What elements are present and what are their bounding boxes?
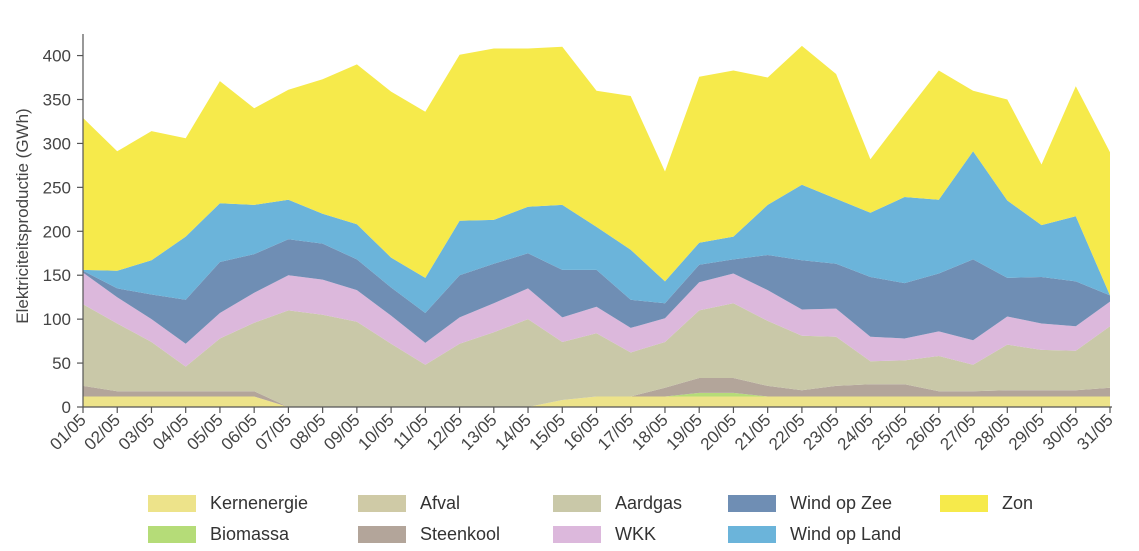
x-tick-label: 08/05 xyxy=(286,410,330,454)
x-tick-label: 15/05 xyxy=(526,410,570,454)
x-tick-label: 18/05 xyxy=(628,410,672,454)
x-tick-label: 09/05 xyxy=(320,410,364,454)
y-tick-label: 150 xyxy=(43,266,71,285)
y-tick-label: 100 xyxy=(43,310,71,329)
area-layers xyxy=(83,45,1110,407)
legend-label: Steenkool xyxy=(420,523,501,544)
area-steenkool xyxy=(83,378,1110,407)
legend-item-biomassa: Biomassa xyxy=(148,519,289,549)
x-tick-label: 04/05 xyxy=(149,410,193,454)
x-tick-label: 19/05 xyxy=(663,410,707,454)
legend-swatch xyxy=(940,494,988,512)
legend-swatch xyxy=(148,525,196,543)
legend-label: Wind op Land xyxy=(790,523,902,544)
x-tick-label: 02/05 xyxy=(81,410,125,454)
x-tick-label: 26/05 xyxy=(902,410,946,454)
legend-item-afval: Afval xyxy=(358,488,460,518)
y-tick-label: 300 xyxy=(43,134,71,153)
legend-label: Aardgas xyxy=(615,492,683,513)
y-tick-label: 50 xyxy=(52,354,71,373)
legend-label: WKK xyxy=(615,523,657,544)
x-tick-label: 27/05 xyxy=(936,410,980,454)
legend-label: Wind op Zee xyxy=(790,492,893,513)
legend-swatch xyxy=(148,494,196,512)
legend-item-wkk: WKK xyxy=(553,519,656,549)
legend-swatch xyxy=(358,494,406,512)
x-tick-label: 03/05 xyxy=(115,410,159,454)
legend-swatch xyxy=(358,525,406,543)
legend-item-steenkool: Steenkool xyxy=(358,519,500,549)
area-wind-op-land xyxy=(83,151,1110,313)
legend-item-zon: Zon xyxy=(940,488,1033,518)
x-tick-label: 12/05 xyxy=(423,410,467,454)
stacked-area-chart: 0 50 100 150 200 250 300 350 400 01/0502/0503/05… xyxy=(13,34,1117,454)
x-tick-label: 17/05 xyxy=(594,410,638,454)
area-wkk xyxy=(83,272,1110,367)
legend-swatch xyxy=(728,494,776,512)
x-tick-label: 14/05 xyxy=(491,410,535,454)
y-tick-label: 350 xyxy=(43,91,71,110)
y-tick-label: 250 xyxy=(43,178,71,197)
x-tick-label: 16/05 xyxy=(560,410,604,454)
area-zon xyxy=(83,45,1110,296)
x-tick-label: 28/05 xyxy=(971,410,1015,454)
legend-swatch xyxy=(728,525,776,543)
legend-item-wind-op-land: Wind op Land xyxy=(728,519,901,549)
area-wind-op-zee xyxy=(83,239,1110,344)
y-axis-ticks: 0 50 100 150 200 250 300 350 400 xyxy=(43,47,83,417)
x-tick-label: 29/05 xyxy=(1005,410,1049,454)
legend-item-wind-op-zee: Wind op Zee xyxy=(728,488,892,518)
x-tick-label: 11/05 xyxy=(390,410,433,453)
y-tick-label: 400 xyxy=(43,47,71,66)
x-tick-label: 23/05 xyxy=(799,410,843,454)
area-aardgas xyxy=(83,303,1110,407)
x-tick-label: 06/05 xyxy=(217,410,261,454)
legend-label: Zon xyxy=(1002,492,1034,513)
legend-label: Kernenergie xyxy=(210,492,309,513)
x-tick-label: 24/05 xyxy=(834,410,878,454)
y-tick-label: 200 xyxy=(43,222,71,241)
legend-label: Afval xyxy=(420,492,461,513)
y-tick-label: 0 xyxy=(62,398,71,417)
x-tick-label: 31/05 xyxy=(1073,410,1117,454)
legend-item-aardgas: Aardgas xyxy=(553,488,682,518)
x-tick-label: 21/05 xyxy=(731,410,775,454)
x-tick-label: 10/05 xyxy=(354,410,398,454)
x-tick-label: 13/05 xyxy=(457,410,501,454)
x-tick-label: 25/05 xyxy=(868,410,912,454)
legend-label: Biomassa xyxy=(210,523,290,544)
legend-item-kernenergie: Kernenergie xyxy=(148,488,308,518)
x-tick-label: 05/05 xyxy=(183,410,227,454)
x-tick-label: 30/05 xyxy=(1039,410,1083,454)
x-tick-label: 20/05 xyxy=(697,410,741,454)
x-tick-label: 22/05 xyxy=(765,410,809,454)
legend-swatch xyxy=(553,525,601,543)
x-axis-ticks: 01/0502/0503/0504/0505/0506/0507/0508/05… xyxy=(46,407,1117,454)
legend: Kernenergie Afval Aardgas Wind op Zee Zon Bio… xyxy=(148,488,1108,550)
legend-swatch xyxy=(553,494,601,512)
y-axis-title: Elektriciteitsproductie (GWh) xyxy=(13,108,32,323)
area-kernenergie xyxy=(83,396,1110,407)
x-tick-label: 07/05 xyxy=(252,410,296,454)
